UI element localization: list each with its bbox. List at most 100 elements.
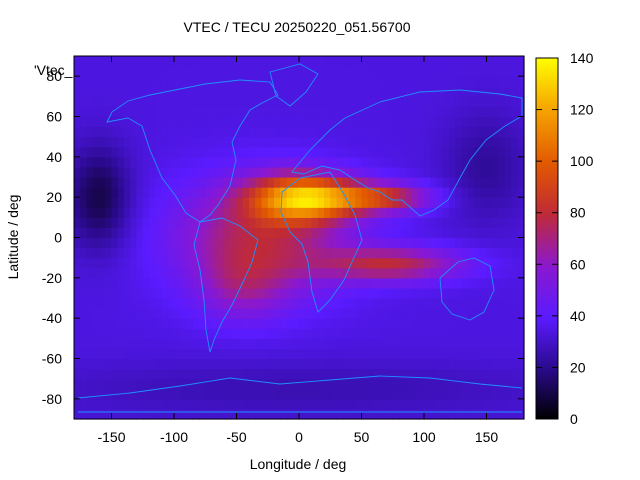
heatmap-cell (355, 76, 363, 87)
heatmap-cell (205, 388, 213, 400)
heatmap-cell (499, 328, 506, 339)
heatmap-cell (149, 156, 156, 168)
heatmap-cell (336, 287, 344, 299)
heatmap-cell (242, 56, 250, 67)
coastline-south-america (193, 217, 259, 353)
heatmap-cell (136, 126, 144, 138)
heatmap-cell (349, 328, 356, 339)
heatmap-cell (136, 388, 144, 400)
heatmap-cell (424, 388, 431, 400)
heatmap-cell (186, 358, 194, 370)
heatmap-cell (167, 338, 175, 350)
heatmap-cell (330, 126, 338, 138)
heatmap-cell (449, 398, 456, 410)
heatmap-cell (142, 308, 150, 319)
heatmap-cell (449, 358, 456, 370)
heatmap-cell (217, 298, 225, 309)
heatmap-cell (274, 207, 281, 218)
heatmap-cell (111, 86, 119, 97)
heatmap-cell (267, 166, 275, 178)
heatmap-cell (255, 227, 263, 239)
heatmap-cell (517, 318, 525, 329)
heatmap-cell (355, 237, 363, 249)
heatmap-cell (286, 187, 294, 198)
heatmap-cell (474, 156, 481, 168)
heatmap-cell (92, 126, 100, 138)
heatmap-cell (186, 388, 194, 400)
heatmap-cell (499, 398, 506, 410)
heatmap-cell (224, 187, 231, 198)
heatmap-cell (186, 66, 194, 77)
heatmap-cell (249, 277, 256, 289)
heatmap-cell (417, 277, 425, 289)
heatmap-cell (149, 56, 156, 67)
heatmap-cell (442, 86, 450, 97)
heatmap-cell (211, 56, 219, 67)
heatmap-cell (311, 66, 319, 77)
heatmap-cell (374, 408, 381, 420)
heatmap-cell (374, 166, 381, 178)
heatmap-cell (324, 328, 331, 339)
heatmap-cell (199, 197, 206, 208)
heatmap-cell (386, 156, 394, 168)
heatmap-cell (205, 217, 213, 229)
heatmap-cell (386, 106, 394, 118)
heatmap-cell (399, 156, 406, 168)
heatmap-cell (461, 308, 469, 319)
heatmap-cell (255, 298, 263, 309)
heatmap-cell (217, 197, 225, 208)
heatmap-cell (430, 408, 438, 420)
heatmap-cell (424, 56, 431, 67)
heatmap-cell (411, 308, 419, 319)
heatmap-cell (517, 116, 525, 128)
heatmap-cell (105, 136, 113, 148)
heatmap-cell (161, 197, 169, 208)
heatmap-cell (217, 187, 225, 198)
heatmap-cell (392, 328, 400, 339)
heatmap-cell (86, 136, 94, 148)
heatmap-cell (367, 217, 375, 229)
heatmap-cell (380, 267, 388, 279)
heatmap-cell (517, 298, 525, 309)
heatmap-cell (124, 257, 131, 269)
heatmap-cell (311, 368, 319, 380)
heatmap-cell (380, 408, 388, 420)
heatmap-cell (224, 96, 231, 108)
heatmap-cell (317, 177, 325, 188)
heatmap-cell (442, 177, 450, 188)
heatmap-cell (411, 146, 419, 158)
heatmap-cell (499, 237, 506, 249)
heatmap-cell (355, 277, 363, 289)
heatmap-cell (486, 116, 494, 128)
heatmap-cell (399, 76, 406, 87)
heatmap-cell (242, 146, 250, 158)
heatmap-cell (286, 106, 294, 118)
heatmap-cell (430, 156, 438, 168)
heatmap-cell (167, 56, 175, 67)
heatmap-cell (492, 298, 500, 309)
heatmap-cell (74, 277, 81, 289)
heatmap-cell (405, 287, 413, 299)
heatmap-cell (261, 277, 269, 289)
heatmap-cell (374, 197, 381, 208)
heatmap-cell (99, 126, 106, 138)
heatmap-cell (330, 277, 338, 289)
heatmap-cell (249, 298, 256, 309)
heatmap-cell (511, 378, 519, 390)
heatmap-cell (424, 338, 431, 350)
heatmap-cell (74, 166, 81, 178)
heatmap-cell (230, 287, 238, 299)
heatmap-cell (280, 338, 288, 350)
heatmap-cell (461, 116, 469, 128)
heatmap-cell (199, 86, 206, 97)
heatmap-cell (167, 96, 175, 108)
heatmap-cell (305, 66, 313, 77)
heatmap-cell (274, 217, 281, 229)
heatmap-cell (361, 247, 369, 259)
heatmap-cell (111, 308, 119, 319)
heatmap-cell (192, 388, 200, 400)
heatmap-cell (399, 227, 406, 239)
heatmap-cell (517, 197, 525, 208)
heatmap-cell (492, 247, 500, 259)
heatmap-cell (105, 368, 113, 380)
